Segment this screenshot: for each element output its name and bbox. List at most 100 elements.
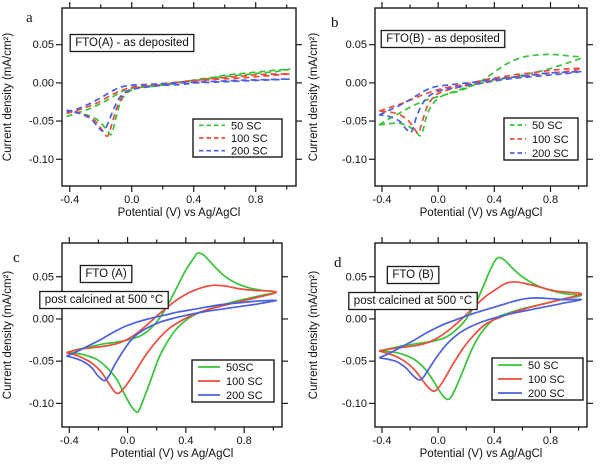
annotation-border — [69, 33, 195, 53]
annotation-box: FTO (A) — [79, 264, 133, 284]
x-tick-label: 0.0 — [431, 435, 446, 447]
curve-200-sc — [66, 299, 278, 382]
y-tick-label: -0.05 — [342, 116, 367, 128]
curve-50-sc — [66, 68, 291, 136]
plot-frame — [61, 7, 297, 187]
y-tick-label: -0.05 — [342, 356, 367, 368]
y-tick-label: 0.05 — [346, 271, 367, 283]
curve-100-sc — [378, 67, 583, 135]
annotation-box: post calcined at 500 °C — [39, 290, 169, 310]
panel-a-chart: -0.4 0.0 0.4 0.8 0.05 0.00 -0.05 -0.10 Potential… — [2, 2, 302, 219]
x-tick-label: 0.4 — [487, 435, 502, 447]
x-tick-label: 0.8 — [543, 435, 558, 447]
y-tick-label: 0.00 — [33, 77, 54, 89]
annotation-text: post calcined at 500 °C — [45, 294, 163, 306]
legend-label: 100 SC — [532, 134, 569, 146]
x-tick-label: 0.0 — [431, 194, 446, 206]
x-tick-label: 0.0 — [120, 435, 135, 447]
annotation-border — [348, 291, 478, 311]
x-tick-label: 0.0 — [124, 194, 139, 206]
x-tick-label: 0.4 — [178, 435, 193, 447]
panel-b-chart: -0.4 0.0 0.4 0.8 0.05 0.00 -0.05 -0.10 Potential… — [308, 2, 593, 219]
legend: 50 SC 100 SC 200 SC — [503, 117, 579, 161]
x-axis-title: Potential (V) vs Ag/AgCl — [111, 448, 234, 460]
annotation-text: FTO (B) — [392, 269, 433, 281]
curve-100-sc — [378, 280, 583, 392]
panel-a: -0.4 0.0 0.4 0.8 0.05 0.00 -0.05 -0.10 Potential… — [0, 0, 302, 233]
x-tick-label: 0.8 — [543, 194, 558, 206]
y-axis-title: Current density (mA/cm²) — [308, 33, 320, 162]
y-tick-label: -0.05 — [29, 356, 54, 368]
legend-border — [503, 117, 579, 161]
y-axis-title: Current density (mA/cm²) — [2, 271, 14, 400]
y-tick-label: 0.05 — [33, 39, 54, 51]
x-tick-label: 0.4 — [186, 194, 201, 206]
x-tick-label: -0.4 — [373, 194, 392, 206]
legend: 50 SC 100 SC 200 SC — [491, 357, 584, 401]
legend-label: 200 SC — [231, 146, 268, 158]
legend-label: 50 SC — [532, 120, 563, 132]
annotation-box: post calcined at 500 °C — [348, 291, 478, 311]
legend-label: 200 SC — [528, 388, 565, 400]
curve-200-sc — [378, 297, 583, 381]
y-axis-title: Current density (mA/cm²) — [2, 33, 14, 162]
y-tick-label: -0.05 — [29, 116, 54, 128]
panel-c-chart: -0.4 0.0 0.4 0.8 0.05 0.00 -0.05 -0.10 Potential… — [2, 237, 288, 460]
legend-label: 100 SC — [528, 374, 565, 386]
y-axis-title: Current density (mA/cm²) — [308, 271, 320, 400]
x-tick-label: 0.8 — [236, 435, 251, 447]
legend: 50SC 100 SC 200 SC — [191, 359, 275, 403]
annotation-text: FTO(B) - as deposited — [386, 33, 500, 45]
panel-letter: d — [334, 255, 342, 271]
panel-d-chart: -0.4 0.0 0.4 0.8 0.05 0.00 -0.05 -0.10 Potential… — [308, 237, 593, 460]
y-tick-label: 0.05 — [33, 271, 54, 283]
plot-frame — [374, 242, 588, 428]
annotation-text: FTO(A) - as deposited — [75, 37, 189, 49]
legend-label: 100 SC — [226, 376, 263, 388]
annotation-border — [79, 264, 133, 284]
annotation-border — [39, 290, 169, 310]
panel-letter: c — [13, 250, 20, 266]
panel-d: -0.4 0.0 0.4 0.8 0.05 0.00 -0.05 -0.10 Potential… — [303, 233, 605, 466]
y-tick-label: -0.10 — [29, 398, 54, 410]
x-tick-label: -0.4 — [60, 194, 79, 206]
legend-label: 100 SC — [231, 133, 268, 145]
curve-200-sc — [66, 78, 291, 132]
curve-100-sc — [66, 284, 278, 395]
x-tick-label: -0.4 — [60, 435, 79, 447]
x-tick-label: 0.8 — [248, 194, 263, 206]
panel-c: -0.4 0.0 0.4 0.8 0.05 0.00 -0.05 -0.10 Potential… — [0, 233, 302, 466]
plot-frame — [61, 242, 283, 428]
curve-100-sc — [66, 72, 291, 138]
plot-frame — [374, 7, 588, 187]
x-axis-title: Potential (V) vs Ag/AgCl — [420, 448, 543, 460]
annotation-border — [380, 29, 506, 49]
y-tick-label: 0.00 — [346, 313, 367, 325]
x-axis-title: Potential (V) vs Ag/AgCl — [118, 207, 241, 219]
annotation-text: FTO (A) — [85, 268, 126, 280]
curve-50-sc — [378, 53, 583, 137]
panel-letter: b — [331, 15, 339, 31]
y-tick-label: 0.00 — [33, 313, 54, 325]
annotation-box: FTO(A) - as deposited — [69, 33, 195, 53]
x-tick-label: 0.4 — [487, 194, 502, 206]
y-tick-label: 0.00 — [346, 77, 367, 89]
x-axis-title: Potential (V) vs Ag/AgCl — [420, 207, 543, 219]
y-tick-label: -0.10 — [342, 154, 367, 166]
curve-200-sc — [378, 70, 583, 134]
annotation-box: FTO (B) — [386, 265, 440, 285]
annotation-box: FTO(B) - as deposited — [380, 29, 506, 49]
legend-label: 200 SC — [532, 148, 569, 160]
legend-label: 50 SC — [528, 360, 559, 372]
x-tick-label: -0.4 — [373, 435, 392, 447]
legend-label: 50SC — [226, 362, 254, 374]
panel-b: -0.4 0.0 0.4 0.8 0.05 0.00 -0.05 -0.10 Potential… — [303, 0, 605, 233]
legend-label: 50 SC — [231, 120, 262, 132]
panel-letter: a — [26, 10, 33, 26]
y-tick-label: -0.10 — [342, 398, 367, 410]
y-tick-label: 0.05 — [346, 39, 367, 51]
annotation-border — [386, 265, 440, 285]
annotation-text: post calcined at 500 °C — [354, 295, 472, 307]
